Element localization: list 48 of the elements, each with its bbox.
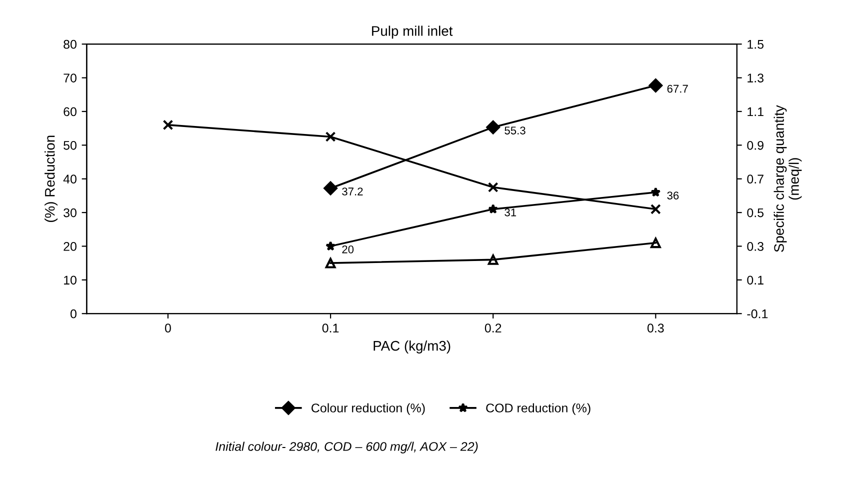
- point: [650, 187, 661, 197]
- chart-title: Pulp mill inlet: [372, 26, 453, 39]
- point: [326, 241, 336, 251]
- point: [650, 238, 661, 248]
- y2-tick-label: 0.5: [747, 208, 764, 218]
- y-tick-label: 50: [64, 140, 76, 150]
- x-tick-label: 0: [164, 324, 171, 333]
- point: [648, 78, 663, 92]
- y2-tick-label: 0.7: [747, 174, 764, 184]
- point: [162, 120, 174, 130]
- y2-tick-label: -0.1: [747, 309, 768, 318]
- point: [488, 204, 498, 214]
- y2-tick-label: 1.3: [748, 74, 764, 82]
- x-tick-label: 0.1: [322, 324, 339, 333]
- y2-axis-title: Specific charge quantity (meq/l): [774, 105, 802, 252]
- y-tick-label: 60: [64, 107, 76, 116]
- point: [486, 120, 500, 134]
- x-axis-title: PAC (kg/m3): [374, 340, 450, 354]
- x-tick-label: 0.3: [647, 324, 664, 333]
- y2-tick-label: 0.3: [747, 242, 764, 251]
- y-tick-label: 40: [63, 174, 76, 184]
- y-tick-label: 30: [64, 208, 76, 218]
- data-label: 67.7: [667, 84, 688, 93]
- point: [488, 254, 498, 265]
- y2-tick-label: 0.9: [747, 140, 764, 150]
- y-tick-label: 0: [70, 309, 76, 318]
- data-label: 31: [504, 208, 516, 216]
- point: [488, 182, 498, 192]
- legend-label: COD reduction (%): [486, 403, 590, 415]
- point: [325, 132, 336, 142]
- point: [325, 258, 336, 268]
- y-tick-label: 10: [64, 276, 76, 285]
- x-tick-label: 0.2: [484, 324, 502, 333]
- y-axis-title: (%) Reduction: [44, 136, 58, 222]
- text: Initial colour- 2980, COD – 600 mg/l, AOX – 22): [216, 442, 478, 454]
- point: [324, 181, 338, 196]
- y-tick-label: 70: [64, 74, 76, 82]
- y-tick-label: 80: [64, 40, 76, 49]
- data-label: 37.2: [342, 188, 363, 196]
- data-label: 55.3: [504, 126, 526, 134]
- y2-tick-label: 1.1: [748, 107, 764, 116]
- y-tick-label: 20: [64, 242, 76, 251]
- point: [650, 204, 661, 214]
- y2-tick-label: 1.5: [748, 40, 764, 49]
- y2-tick-label: 0.1: [747, 276, 764, 285]
- legend-label: Colour reduction (%): [312, 403, 425, 415]
- data-label: 36: [667, 192, 679, 200]
- data-label: 20: [342, 246, 354, 254]
